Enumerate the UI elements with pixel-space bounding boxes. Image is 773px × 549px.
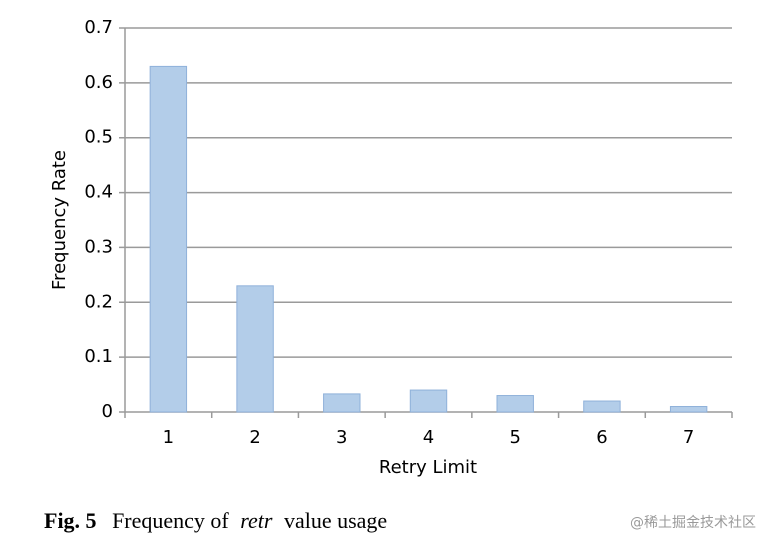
bar	[409, 389, 448, 413]
x-tick-label: 5	[509, 427, 520, 448]
y-axis-label: Frequency Rate	[49, 150, 70, 290]
caption-label: Fig. 5	[44, 508, 97, 533]
y-tick-label: 0.1	[84, 346, 113, 367]
bar	[323, 393, 361, 413]
y-tick-label: 0.6	[84, 72, 113, 93]
bar	[669, 406, 708, 413]
y-tick-label: 0.3	[84, 236, 113, 257]
caption-text: value usage	[284, 508, 387, 533]
bar	[149, 65, 188, 413]
bar	[496, 395, 534, 413]
y-tick-label: 0.4	[84, 182, 113, 203]
x-tick-label: 6	[596, 427, 607, 448]
bar	[583, 400, 621, 413]
caption: Fig. 5 Frequency of retr value usage	[44, 508, 387, 533]
y-tick-label: 0	[102, 401, 113, 422]
y-tick-label: 0.7	[84, 17, 113, 38]
x-axis-label: Retry Limit	[379, 457, 477, 478]
x-tick-label: 1	[163, 427, 174, 448]
x-tick-label: 3	[336, 427, 347, 448]
caption-emphasis: retr	[240, 508, 273, 533]
caption-text: Frequency of	[112, 508, 229, 533]
y-tick-label: 0.5	[84, 127, 113, 148]
bar	[236, 285, 274, 413]
x-tick-label: 2	[249, 427, 260, 448]
x-tick-label: 4	[423, 427, 434, 448]
watermark: @稀土掘金技术社区	[630, 515, 756, 531]
x-tick-label: 7	[683, 427, 694, 448]
y-tick-label: 0.2	[84, 291, 113, 312]
